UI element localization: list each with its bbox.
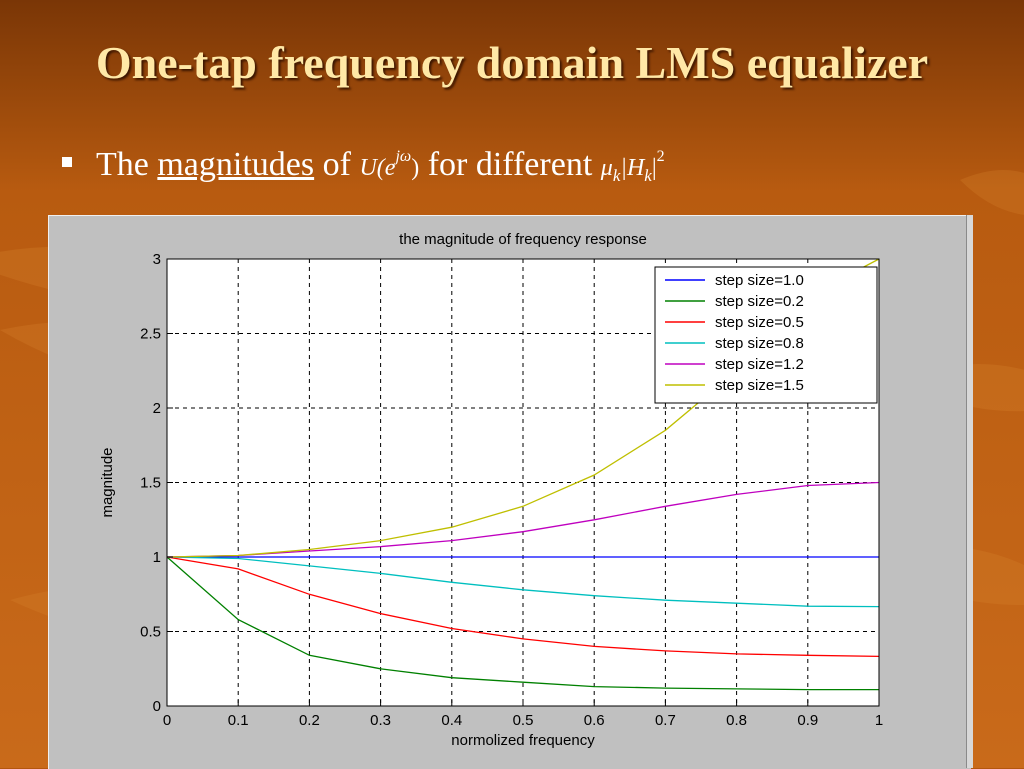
series-line-4 <box>166 481 880 558</box>
x-tick-label: 1 <box>875 712 883 729</box>
x-tick-label: 0.2 <box>299 712 320 729</box>
math-bar: | <box>651 155 657 181</box>
frequency-response-chart: 0 0.1 0.2 0.3 0.4 0.5 0.6 0.7 0.8 0.9 1 0 0.5 1 1.5 2 2.… <box>99 231 883 749</box>
bullet-text-of: of <box>314 146 360 183</box>
legend-label-5: step size=1.5 <box>715 377 804 394</box>
legend-box <box>654 266 878 404</box>
math-sup-2: 2 <box>656 148 665 165</box>
bullet-text-for-different: for different <box>419 146 601 183</box>
x-tick-label: 0.3 <box>370 712 391 729</box>
x-tick-label: 0.9 <box>797 712 818 729</box>
figure-window: 0 0.1 0.2 0.3 0.4 0.5 0.6 0.7 0.8 0.9 1 0 0.5 1 1.5 2 2.… <box>48 215 971 769</box>
series-line-1 <box>166 556 879 691</box>
x-tick-label: 0 <box>163 712 171 729</box>
series-line-2 <box>166 556 880 658</box>
math-u: U(e <box>359 155 396 181</box>
y-tick-label: 1.5 <box>140 475 161 492</box>
legend-label-1: step size=0.2 <box>715 293 804 310</box>
legend-label-4: step size=1.2 <box>715 356 804 373</box>
legend-label-0: step size=1.0 <box>715 272 804 289</box>
x-axis-label: normolized frequency <box>451 732 595 749</box>
x-tick-label: 0.1 <box>228 712 249 729</box>
y-tick-label: 1 <box>153 549 161 566</box>
series-line-3 <box>166 556 880 608</box>
legend-label-3: step size=0.8 <box>715 335 804 352</box>
scrollbar[interactable] <box>966 215 973 768</box>
math-sub-k1: k <box>612 166 621 185</box>
bullet-text-magnitudes: magnitudes <box>157 146 315 183</box>
slide-title: One-tap frequency domain LMS equalizer <box>95 37 929 88</box>
y-axis-label: magnitude <box>99 447 116 517</box>
y-tick-label: 0.5 <box>140 624 161 641</box>
y-tick-label: 2 <box>153 400 161 417</box>
bullet-text-the: The <box>96 146 158 183</box>
chart-title: the magnitude of frequency response <box>399 231 647 248</box>
x-tick-label: 0.6 <box>584 712 605 729</box>
bullet-square-icon <box>62 157 72 167</box>
math-sub-k2: k <box>644 166 652 185</box>
y-tick-label: 2.5 <box>140 326 161 343</box>
x-tick-label: 0.8 <box>726 712 747 729</box>
math-h: |H <box>620 155 645 181</box>
x-tick-label: 0.4 <box>441 712 462 729</box>
x-tick-label: 0.5 <box>513 712 534 729</box>
legend-label-2: step size=0.5 <box>715 314 804 331</box>
y-tick-label: 3 <box>153 251 161 268</box>
y-tick-label: 0 <box>153 698 161 715</box>
math-paren: ) <box>411 155 420 181</box>
bullet-point: The magnitudes of U(ejω) for different μ… <box>62 146 665 196</box>
math-jw: jω <box>395 148 412 165</box>
x-tick-label: 0.7 <box>655 712 676 729</box>
math-mu: μ <box>600 155 613 181</box>
